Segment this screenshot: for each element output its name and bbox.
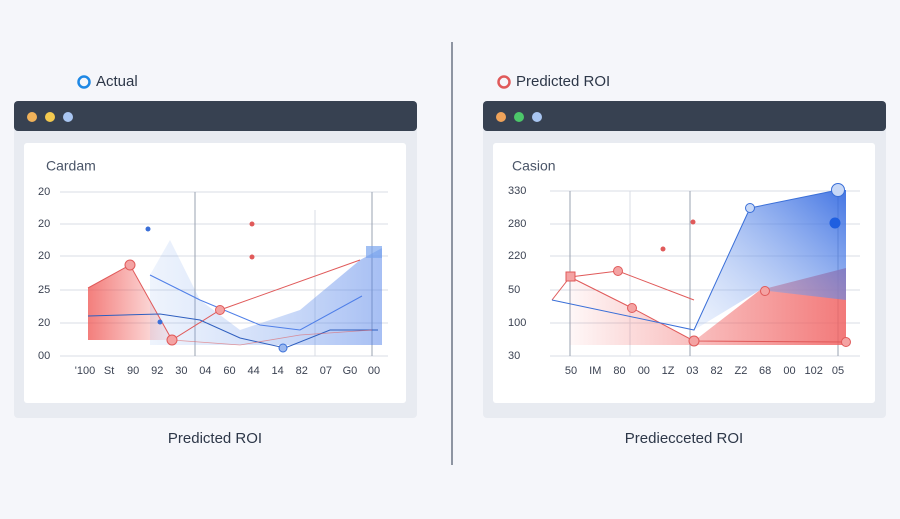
x-tick-label: 102 xyxy=(805,365,823,377)
caption: Prediecceted ROI xyxy=(625,430,743,447)
window-left xyxy=(14,75,417,418)
line xyxy=(149,274,363,331)
x-tick-label: 00 xyxy=(638,365,650,377)
x-tick-label: 00 xyxy=(368,365,380,377)
marker xyxy=(145,226,151,232)
marker xyxy=(688,335,700,347)
shape xyxy=(366,246,382,258)
x-tick-label: 50 xyxy=(565,365,577,377)
x-tick-label: 30 xyxy=(175,365,187,377)
y-tick-label: 30 xyxy=(508,350,520,362)
title-bar xyxy=(14,101,417,131)
x-tick-label: 82 xyxy=(296,365,308,377)
marker xyxy=(124,259,136,271)
x-tick-label: 03 xyxy=(686,365,698,377)
x-tick-label: 80 xyxy=(613,365,625,377)
marker xyxy=(760,286,770,296)
y-tick-label: 20 xyxy=(38,186,50,198)
marker xyxy=(690,219,696,225)
marker xyxy=(613,266,623,276)
line xyxy=(551,270,695,301)
marker xyxy=(829,217,841,229)
legend-label: Predicted ROI xyxy=(516,73,610,90)
x-tick-label: 82 xyxy=(711,365,723,377)
x-tick-label: 04 xyxy=(199,365,211,377)
marker xyxy=(278,343,288,353)
area xyxy=(150,240,382,345)
marker xyxy=(660,246,666,252)
marker xyxy=(627,303,637,313)
y-tick-label: 220 xyxy=(508,250,526,262)
x-tick-label: St xyxy=(104,365,114,377)
x-tick-label: 68 xyxy=(759,365,771,377)
window-dot xyxy=(45,112,55,122)
y-tick-label: 20 xyxy=(38,317,50,329)
caption: Predicted ROI xyxy=(168,430,262,447)
x-tick-label: 60 xyxy=(223,365,235,377)
chart-title: Cardam xyxy=(46,158,96,174)
marker xyxy=(565,271,576,282)
marker xyxy=(166,334,178,346)
chart-title: Casion xyxy=(512,158,556,174)
marker xyxy=(745,203,755,213)
window-dot xyxy=(514,112,524,122)
legend-icon xyxy=(77,75,91,89)
y-tick-label: 25 xyxy=(38,284,50,296)
x-tick-label: 90 xyxy=(127,365,139,377)
legend-label: Actual xyxy=(96,73,138,90)
window-dot xyxy=(63,112,73,122)
legend-icon xyxy=(497,75,511,89)
marker xyxy=(841,337,851,347)
line xyxy=(551,189,839,331)
x-tick-label: Z2 xyxy=(734,365,747,377)
line xyxy=(171,329,373,346)
title-bar xyxy=(483,101,886,131)
marker xyxy=(215,305,225,315)
line xyxy=(87,313,378,349)
marker xyxy=(249,221,255,227)
y-tick-label: 20 xyxy=(38,250,50,262)
x-tick-label: 44 xyxy=(247,365,259,377)
x-tick-label: 05 xyxy=(832,365,844,377)
window-dot xyxy=(27,112,37,122)
x-tick-label: 14 xyxy=(272,365,284,377)
x-tick-label: 07 xyxy=(320,365,332,377)
area xyxy=(694,190,846,330)
y-tick-label: 00 xyxy=(38,350,50,362)
x-tick-label: IM xyxy=(589,365,601,377)
x-tick-label: G0 xyxy=(343,365,358,377)
x-tick-label: 1Z xyxy=(662,365,675,377)
marker xyxy=(831,183,845,197)
y-tick-label: 20 xyxy=(38,218,50,230)
marker xyxy=(157,319,163,325)
window-right xyxy=(483,75,886,418)
marker xyxy=(249,254,255,260)
x-tick-label: '100 xyxy=(75,365,95,377)
x-tick-label: 00 xyxy=(783,365,795,377)
window-dot xyxy=(496,112,506,122)
window-dot xyxy=(532,112,542,122)
y-tick-label: 280 xyxy=(508,218,526,230)
x-tick-label: 92 xyxy=(151,365,163,377)
line xyxy=(569,276,847,343)
y-tick-label: 50 xyxy=(508,284,520,296)
y-tick-label: 100 xyxy=(508,317,526,329)
y-tick-label: 330 xyxy=(508,185,526,197)
